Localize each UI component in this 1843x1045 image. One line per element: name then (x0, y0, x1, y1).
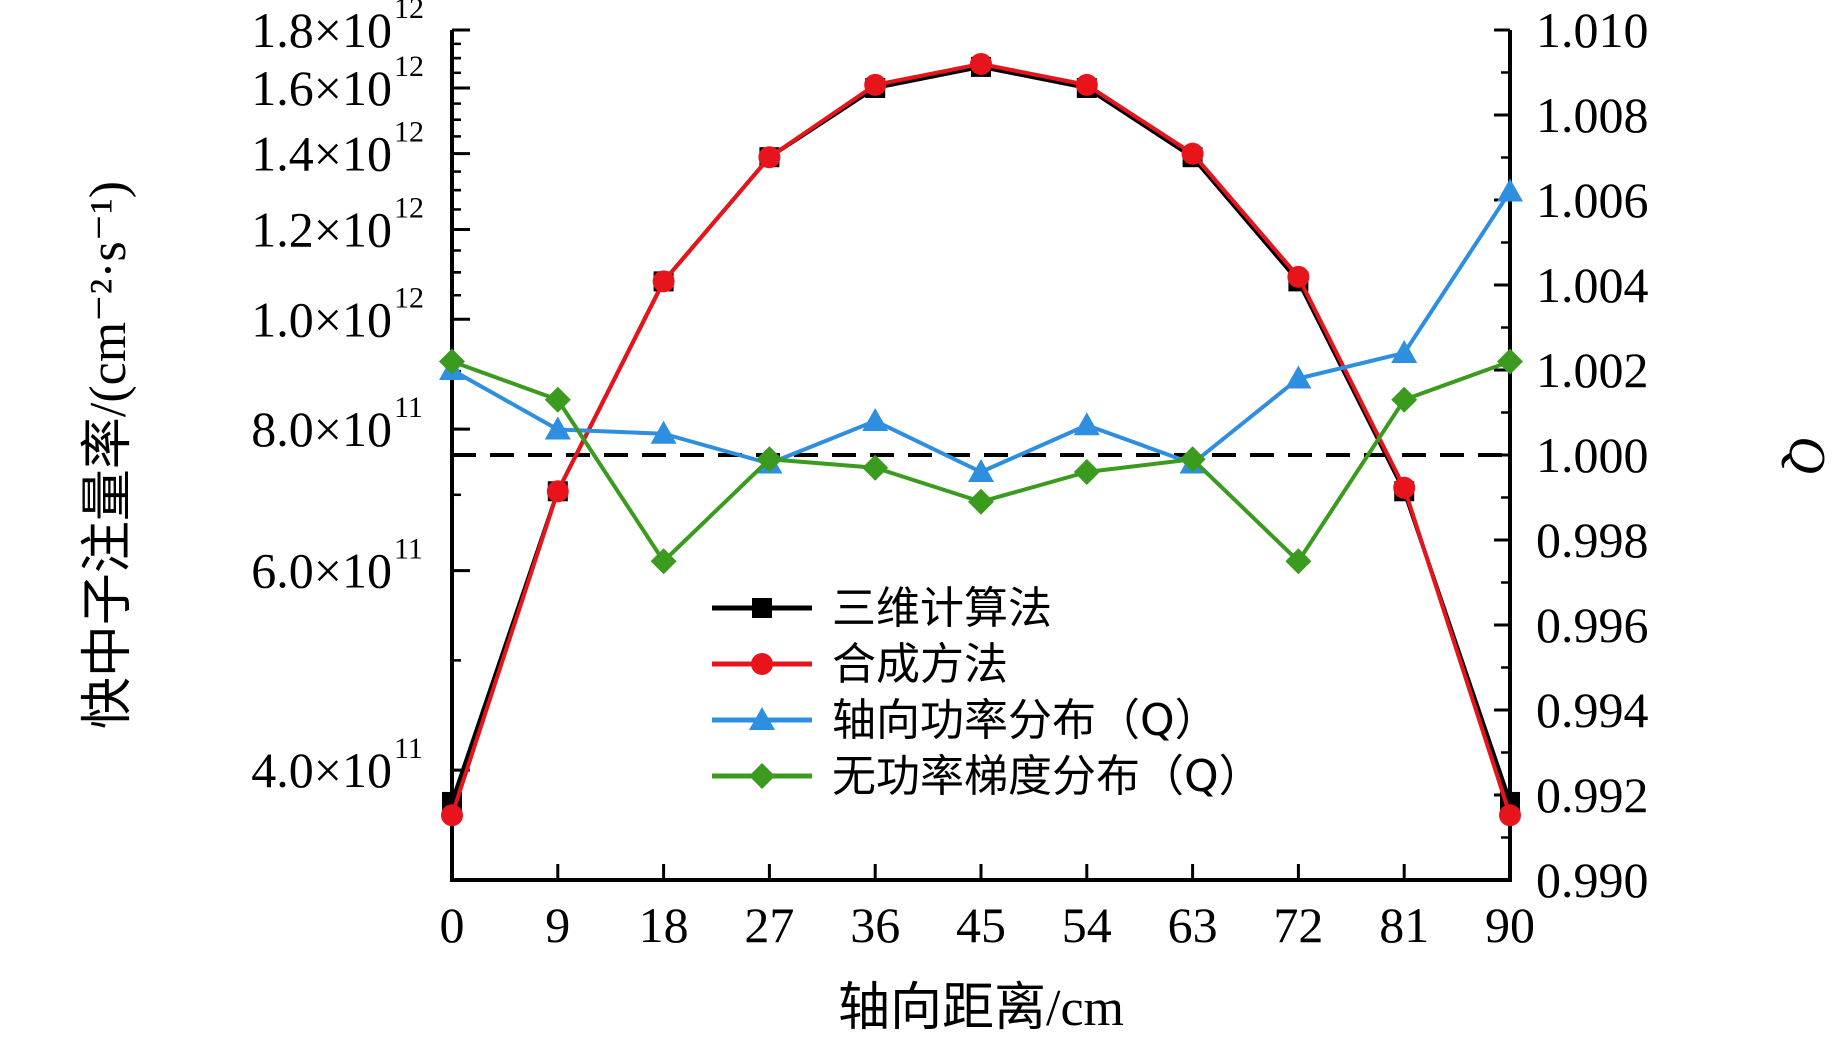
legend-marker (749, 707, 775, 730)
data-point (968, 488, 994, 515)
left-tick-exponent: 11 (394, 533, 423, 566)
left-tick-exponent: 11 (394, 391, 423, 424)
data-point (1393, 476, 1416, 499)
x-tick-label: 72 (1273, 897, 1323, 953)
tick-marks (450, 28, 1512, 882)
left-tick-label: 4.0×10 (251, 742, 392, 798)
x-tick-label: 81 (1379, 897, 1429, 953)
data-point (439, 348, 465, 375)
right-tick-label: 1.004 (1536, 257, 1649, 313)
left-tick-label: 1.8×10 (251, 2, 392, 58)
x-tick-label: 18 (639, 897, 689, 953)
data-point (1287, 265, 1310, 288)
left-tick-exponent: 12 (394, 116, 424, 149)
left-tick-exponent: 12 (394, 0, 424, 25)
data-point (1285, 365, 1312, 389)
data-point (1181, 142, 1204, 165)
left-tick-label: 1.6×10 (251, 60, 392, 116)
legend-marker (749, 763, 775, 789)
legend-marker (752, 598, 772, 618)
right-tick-label: 1.010 (1536, 2, 1649, 58)
data-point (968, 459, 994, 482)
x-tick-label: 27 (744, 897, 794, 953)
data-point (1073, 459, 1100, 485)
x-tick-label: 36 (850, 897, 900, 953)
x-tick-label: 54 (1062, 897, 1112, 953)
series-line (450, 64, 1512, 803)
data-point (1391, 386, 1418, 413)
data-point (650, 420, 677, 444)
data-point (862, 454, 889, 481)
right-y-axis-title: Q (1778, 436, 1835, 474)
data-point (1073, 412, 1100, 436)
right-tick-label: 0.998 (1536, 512, 1649, 568)
data-point (1497, 348, 1523, 375)
x-tick-label: 90 (1485, 897, 1535, 953)
right-tick-label: 1.002 (1536, 342, 1649, 398)
x-tick-label: 9 (545, 897, 570, 953)
series-line (451, 190, 1512, 474)
data-point (544, 416, 571, 440)
series-layer (439, 52, 1523, 827)
left-tick-label: 1.2×10 (251, 202, 392, 258)
right-tick-label: 1.000 (1536, 427, 1649, 483)
data-point (1285, 548, 1312, 575)
series-2 (439, 178, 1523, 482)
series-3 (439, 348, 1523, 575)
data-point (650, 548, 677, 575)
left-y-axis-title: 快中子注量率/(cm⁻²·s⁻¹) (80, 181, 137, 729)
series-1 (441, 52, 1521, 827)
data-point (1497, 178, 1523, 202)
data-point (864, 73, 887, 96)
left-tick-exponent: 12 (394, 50, 424, 83)
tick-labels: 0 9 18 27 36 45 54 63 72 81 904.0×10 116.0×10 118.0×… (251, 0, 1648, 953)
x-tick-label: 45 (956, 897, 1006, 953)
data-point (862, 408, 889, 431)
data-point (1179, 446, 1206, 473)
legend-label: 三维计算法 (832, 583, 1052, 634)
left-tick-exponent: 12 (394, 281, 424, 314)
x-tick-label: 0 (440, 897, 465, 953)
right-tick-label: 0.994 (1536, 682, 1649, 738)
left-tick-label: 1.4×10 (251, 126, 392, 182)
legend-label: 合成方法 (832, 639, 1008, 690)
data-point (1499, 804, 1521, 827)
right-tick-label: 0.996 (1536, 597, 1649, 653)
left-tick-exponent: 11 (394, 732, 423, 765)
legend-marker (751, 653, 773, 675)
left-tick-label: 8.0×10 (251, 401, 392, 457)
right-tick-label: 0.990 (1536, 852, 1649, 908)
legend-label: 轴向功率分布（Q） (832, 695, 1219, 746)
left-tick-label: 1.0×10 (251, 291, 392, 347)
right-tick-label: 0.992 (1536, 767, 1649, 823)
legend-label: 无功率梯度分布（Q） (832, 751, 1263, 802)
data-point (1391, 340, 1418, 363)
x-tick-label: 63 (1168, 897, 1218, 953)
data-point (546, 480, 569, 503)
data-point (970, 52, 992, 75)
x-axis-title: 轴向距离/cm (838, 980, 1124, 1037)
right-tick-label: 1.006 (1536, 172, 1649, 228)
left-tick-label: 6.0×10 (251, 543, 392, 599)
data-point (441, 804, 463, 827)
data-point (756, 446, 783, 473)
data-point (758, 146, 781, 169)
data-point (1075, 73, 1098, 96)
data-point (544, 386, 571, 413)
data-point (652, 270, 675, 293)
left-tick-exponent: 12 (394, 192, 424, 225)
right-tick-label: 1.008 (1536, 87, 1649, 143)
